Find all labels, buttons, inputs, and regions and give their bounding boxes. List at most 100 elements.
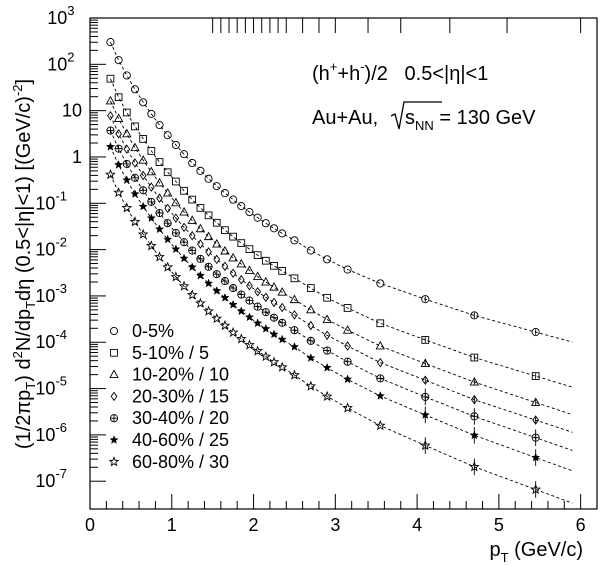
data-point [113, 113, 124, 122]
data-point [253, 213, 262, 222]
legend-label: 20-30% / 15 [132, 386, 229, 406]
data-point [105, 95, 116, 105]
data-point [204, 262, 213, 271]
data-point [130, 189, 140, 198]
data-point [323, 255, 332, 264]
data-point [269, 329, 279, 339]
data-point [261, 219, 270, 228]
subtitle-root: sNN = 130 GeV [405, 107, 536, 133]
data-point [203, 231, 214, 241]
data-point [154, 177, 165, 187]
y-tick-label: 103 [47, 3, 74, 28]
data-point [220, 189, 229, 198]
data-point [421, 375, 429, 386]
data-point [188, 195, 197, 204]
data-point [155, 158, 164, 166]
data-point [114, 56, 123, 65]
data-point [139, 135, 148, 143]
x-axis-title: pT (GeV/c) [489, 539, 583, 565]
data-point [531, 452, 541, 462]
data-point [188, 246, 197, 255]
subtitle-prefix: Au+Au, [312, 107, 384, 129]
data-point [237, 290, 246, 299]
data-point [278, 302, 286, 313]
data-point [107, 110, 114, 121]
data-point [530, 397, 541, 406]
x-tick-label: 5 [494, 515, 504, 535]
series-4 [107, 110, 573, 433]
data-point [376, 279, 385, 288]
data-point [306, 336, 315, 345]
series-5 [106, 126, 573, 451]
data-point [470, 353, 479, 362]
data-point [155, 208, 164, 218]
data-point [212, 218, 221, 227]
data-point [322, 314, 332, 323]
data-point [147, 182, 155, 192]
legend-label: 10-20% / 10 [132, 365, 229, 385]
data-point [122, 108, 131, 117]
series-2 [106, 74, 573, 388]
data-point [163, 168, 172, 177]
data-point [470, 412, 479, 421]
legend-label: 60-80% / 30 [132, 452, 229, 472]
data-point [204, 174, 213, 183]
data-point [530, 483, 542, 495]
series-7 [105, 168, 573, 504]
data-point [421, 336, 430, 344]
data-point [171, 140, 180, 149]
data-point [253, 302, 262, 311]
data-point [342, 374, 353, 384]
data-point [211, 312, 223, 324]
data-point [469, 430, 479, 440]
data-point [321, 390, 333, 402]
data-point [186, 289, 198, 300]
data-point [114, 144, 123, 153]
data-point [343, 304, 352, 312]
data-point [290, 326, 299, 335]
data-point [115, 129, 122, 139]
data-point [531, 328, 540, 337]
data-point [306, 353, 316, 362]
y-tick-label: 10-7 [35, 466, 67, 491]
data-point [531, 372, 540, 380]
data-point [245, 245, 254, 253]
data-point [261, 276, 271, 286]
data-point [146, 213, 156, 223]
data-point [470, 394, 478, 405]
data-point [113, 186, 124, 198]
data-point [221, 261, 229, 272]
data-point [154, 251, 165, 262]
y-tick-label: 10-5 [35, 374, 67, 399]
data-point [164, 203, 172, 214]
legend-marker [108, 456, 120, 467]
data-point [468, 461, 480, 472]
data-point [289, 369, 300, 380]
data-point [252, 318, 263, 328]
legend-marker [109, 414, 119, 423]
y-tick-label: 10-6 [35, 420, 67, 445]
x-tick-label: 2 [249, 515, 259, 535]
data-point [261, 256, 270, 265]
data-point [180, 222, 188, 233]
data-point [205, 247, 212, 257]
data-point [220, 277, 229, 286]
data-point [106, 38, 115, 47]
data-point [375, 340, 386, 350]
data-point [123, 144, 131, 154]
data-point [254, 286, 261, 297]
data-point [237, 274, 245, 285]
data-point [323, 330, 331, 341]
data-point [269, 313, 279, 322]
data-point [147, 147, 156, 155]
data-point [114, 93, 123, 102]
y-tick-label: 10 [62, 101, 82, 121]
data-point [375, 391, 385, 400]
data-point [212, 285, 222, 295]
data-point [195, 223, 206, 233]
x-tick-label: 6 [576, 515, 586, 535]
data-point [229, 232, 237, 241]
data-point [162, 187, 173, 197]
y-tick-label: 10-4 [35, 327, 67, 352]
